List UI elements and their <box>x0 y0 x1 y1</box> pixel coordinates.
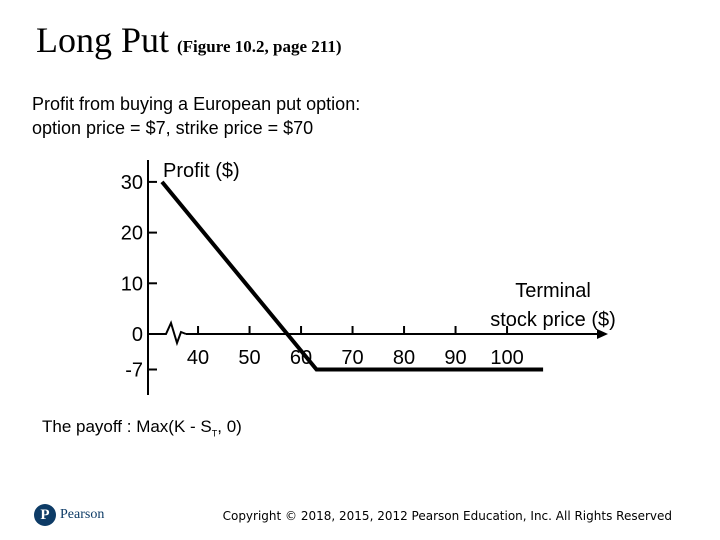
title-figure-reference: (Figure 10.2, page 211) <box>177 37 342 56</box>
y-tick-label--7: -7 <box>125 359 143 381</box>
x-tick-label-70: 70 <box>341 347 363 369</box>
pearson-logo-icon: P <box>34 504 56 526</box>
title-main: Long Put <box>36 20 170 60</box>
payoff-formula-prefix: The payoff : Max(K - S <box>42 417 212 436</box>
x-tick-label-80: 80 <box>393 347 415 369</box>
x-tick-label-40: 40 <box>187 347 209 369</box>
profit-line-series-0 <box>160 180 544 372</box>
pearson-logo: P Pearson <box>34 504 104 526</box>
x-axis-arrow <box>597 329 608 339</box>
y-tick-label-10: 10 <box>121 273 143 295</box>
x-axis-label-line-1: Terminal <box>515 280 591 302</box>
copyright-notice: Copyright © 2018, 2015, 2012 Pearson Edu… <box>222 509 672 523</box>
x-axis-label-line-2: stock price ($) <box>490 309 616 331</box>
description-line-1: Profit from buying a European put option… <box>32 94 361 114</box>
axis-break-zigzag <box>148 320 187 347</box>
y-axis-label: Profit ($) <box>163 160 240 182</box>
pearson-logo-text: Pearson <box>60 507 105 522</box>
y-tick-label-30: 30 <box>121 172 143 194</box>
y-tick-label-20: 20 <box>121 223 143 245</box>
x-tick-label-90: 90 <box>444 347 466 369</box>
payoff-formula: The payoff : Max(K - ST, 0) <box>42 417 242 438</box>
slide-title: Long Put (Figure 10.2, page 211) <box>36 22 342 58</box>
payoff-formula-subscript: T <box>211 428 218 439</box>
payoff-formula-suffix: , 0) <box>217 417 242 436</box>
description-line-2: option price = $7, strike price = $70 <box>32 118 314 138</box>
x-tick-label-50: 50 <box>238 347 260 369</box>
x-tick-label-60: 60 <box>290 347 312 369</box>
x-tick-label-100: 100 <box>490 347 523 369</box>
y-tick-label-0: 0 <box>132 324 143 346</box>
chart-description: Profit from buying a European put option… <box>32 92 360 140</box>
